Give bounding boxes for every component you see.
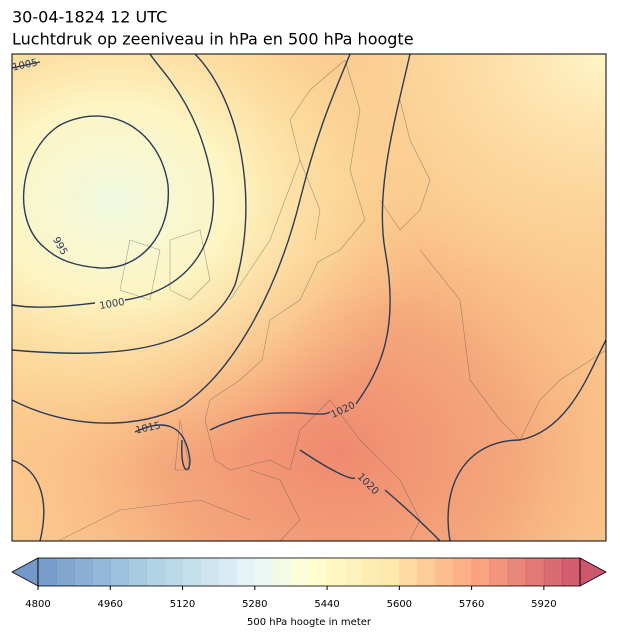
colorbar-segment — [309, 558, 328, 586]
contour-label: 1015 — [135, 420, 162, 436]
colorbar-segment — [200, 558, 220, 586]
colorbar-segment — [417, 558, 436, 586]
colorbar-tick-label: 5120 — [170, 599, 195, 610]
colorbar-segment — [507, 558, 527, 586]
colorbar-segment — [272, 558, 292, 586]
coastline — [59, 59, 606, 541]
colorbar-tick-label: 4800 — [25, 599, 50, 610]
colorbar-segment — [92, 558, 111, 586]
colorbar-segment — [38, 558, 57, 586]
colorbar-segment — [254, 558, 274, 586]
colorbar-frame — [37, 557, 581, 587]
colorbar-segment — [435, 558, 455, 586]
colorbar: 4800 4960 5120 5280 5440 5600 5760 5920 — [11, 557, 607, 610]
colorbar-segment — [489, 558, 509, 586]
colorbar-segment — [290, 558, 310, 586]
colorbar-segment — [218, 558, 238, 586]
colorbar-segment — [74, 558, 93, 586]
colorbar-label: 500 hPa hoogte in meter — [247, 617, 372, 628]
colorbar-segment — [146, 558, 165, 586]
title-line1: 30-04-1824 12 UTC — [12, 8, 167, 27]
cool-field-low — [12, 54, 606, 541]
contour-label: 1005 — [12, 57, 39, 73]
isobar — [299, 339, 606, 541]
colorbar-segment — [236, 558, 256, 586]
colorbar-segment — [327, 558, 346, 586]
colorbar-tick-label: 5280 — [242, 599, 267, 610]
colorbar-tick-label: 5600 — [387, 599, 412, 610]
colorbar-segment — [363, 558, 382, 586]
colorbar-tick-label: 5440 — [314, 599, 339, 610]
isobar — [12, 54, 215, 308]
isobar — [12, 54, 351, 424]
colorbar-segment — [182, 558, 202, 586]
colorbar-segment — [128, 558, 147, 586]
isobar — [209, 54, 411, 431]
colorbar-segment — [525, 558, 545, 586]
colorbar-extend-low — [11, 557, 39, 587]
colorbar-segment — [543, 558, 563, 586]
colorbar-segment — [471, 558, 491, 586]
colorbar-segment — [561, 558, 581, 586]
title-line2: Luchtdruk op zeeniveau in hPa en 500 hPa… — [12, 30, 414, 49]
colorbar-tick-label: 5760 — [459, 599, 484, 610]
colorbar-segment — [56, 558, 75, 586]
colorbar-segment — [381, 558, 400, 586]
colorbar-segment — [164, 558, 184, 586]
colorbar-segment — [345, 558, 364, 586]
colorbar-segment — [399, 558, 418, 586]
map — [12, 54, 606, 541]
colorbar-segment — [110, 558, 129, 586]
colorbar-tick-label: 5920 — [531, 599, 556, 610]
colorbar-extend-high — [579, 557, 607, 587]
map-frame — [11, 53, 607, 542]
contour-label: 1000 — [99, 297, 126, 312]
isobar — [12, 54, 247, 354]
isobar — [23, 115, 169, 269]
isobar — [12, 424, 191, 541]
colorbar-segment — [453, 558, 473, 586]
colorbar-tick-label: 4960 — [98, 599, 123, 610]
